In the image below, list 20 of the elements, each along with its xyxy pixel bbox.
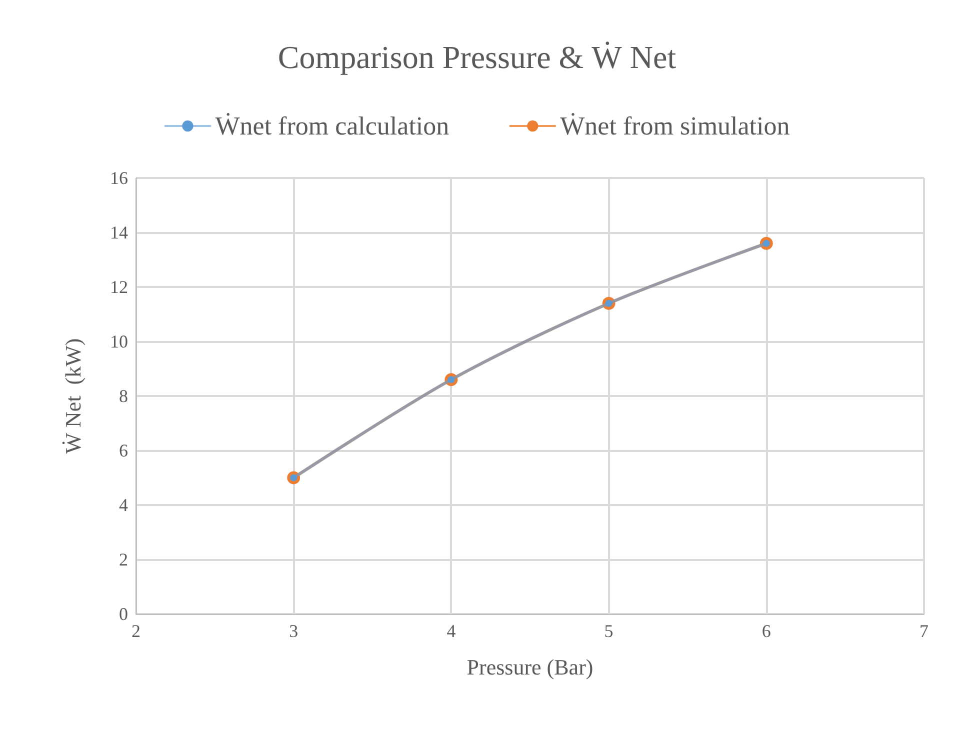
y-tick-label: 0 — [119, 604, 128, 624]
y-tick-label: 2 — [119, 550, 128, 570]
x-tick-label: 4 — [446, 621, 456, 641]
x-axis-title: Pressure (Bar) — [466, 654, 594, 680]
x-tick-label: 5 — [604, 621, 614, 641]
y-tick-label: 6 — [119, 440, 128, 460]
y-tick-label: 12 — [110, 277, 128, 297]
y-tick-label: 16 — [110, 168, 128, 188]
x-tick-label: 7 — [920, 621, 928, 641]
y-tick-label: 4 — [119, 495, 128, 515]
x-tick-label: 2 — [132, 621, 140, 641]
legend-label: Ẇnet from calculation — [215, 112, 450, 140]
y-axis-title: Ẇ Net (kW) — [60, 338, 86, 454]
chart-title: Comparison Pressure & Ẇ Net — [278, 39, 676, 75]
x-tick-label: 3 — [289, 621, 298, 641]
x-tick-label: 6 — [762, 621, 771, 641]
legend-label: Ẇnet from simulation — [560, 112, 790, 140]
y-tick-label: 8 — [119, 386, 128, 406]
y-tick-label: 14 — [110, 222, 128, 242]
y-tick-label: 10 — [110, 332, 128, 352]
